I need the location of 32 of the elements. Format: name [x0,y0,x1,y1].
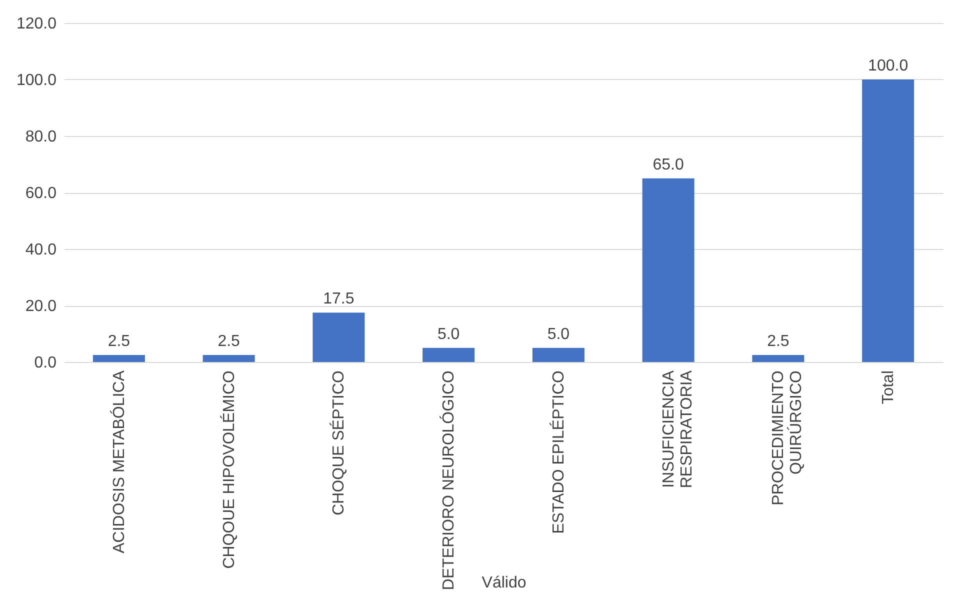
x-tick-label: INSUFICIENCIA RESPIRATORIA [660,370,696,488]
x-tick-label: ACIDOSIS METABÓLICA [110,370,128,554]
y-tick-label: 60.0 [25,185,57,202]
x-tick-label: PROCEDIMIENTO QUIRÚRGICO [770,370,806,506]
bar [642,178,694,362]
bar [862,80,914,362]
y-tick-label: 0.0 [34,354,57,372]
bar [312,312,365,362]
y-tick-label: 40.0 [25,242,57,258]
x-tick-label: Total [880,370,898,404]
data-label: 5.0 [547,326,570,343]
y-tick-label: 120.0 [16,16,57,32]
x-tick-label: CHOQUE SÉPTICO [330,370,348,516]
data-label: 17.5 [323,290,354,308]
x-axis-title: Válido [482,574,526,592]
y-tick-label: 20.0 [25,298,57,315]
data-label: 2.5 [108,332,130,350]
bar [752,354,804,362]
x-tick-label: DETERIORO NEUROLÓGICO [440,370,458,590]
data-label: 5.0 [437,326,460,343]
bar [92,354,145,362]
data-label: 100.0 [868,58,908,74]
bar [202,354,255,362]
x-tick-label: ESTADO EPILÉPTICO [549,370,568,534]
x-tick-label: CHQOUE HIPOVOLÉMICO [220,370,238,569]
data-label: 2.5 [218,332,240,350]
bar [422,348,475,362]
bar [532,348,584,362]
data-label: 65.0 [652,156,684,174]
data-label: 2.5 [767,332,790,350]
y-tick-label: 100.0 [16,72,57,89]
y-tick-label: 80.0 [25,128,57,146]
